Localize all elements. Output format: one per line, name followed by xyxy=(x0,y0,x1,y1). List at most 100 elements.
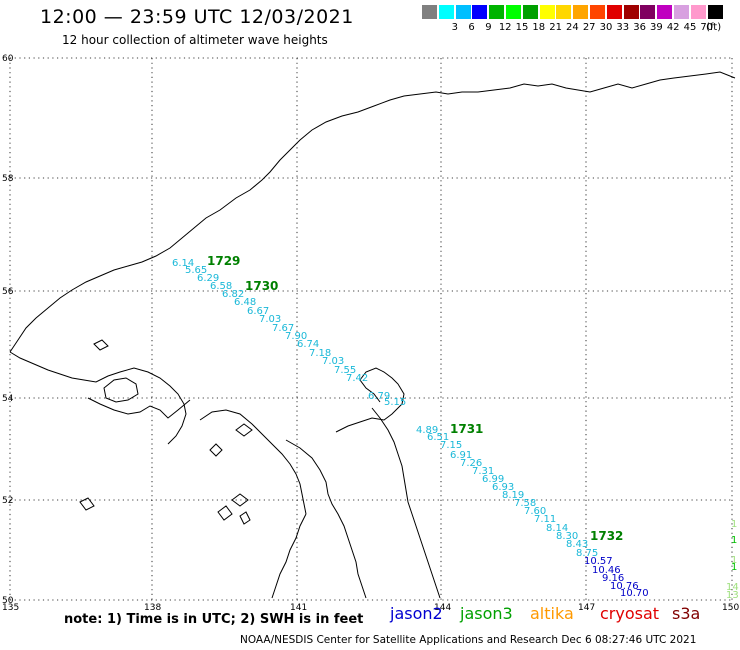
wave-height-value: 6.48 xyxy=(234,297,256,308)
wave-height-value: 7.15 xyxy=(440,440,462,451)
color-scale-label: 42 xyxy=(666,22,680,33)
wave-height-value: 7.31 xyxy=(472,466,494,477)
coastline-amur xyxy=(285,439,367,599)
coastline-shantar xyxy=(199,409,307,515)
latitude-label: 60 xyxy=(2,54,14,64)
map-subtitle: 12 hour collection of altimeter wave hei… xyxy=(62,33,328,47)
color-scale-label: 9 xyxy=(485,22,492,33)
edge-fragment-label: 1 xyxy=(731,555,737,566)
satellite-legend-item: s3a xyxy=(672,604,701,623)
wave-height-value: 7.11 xyxy=(534,514,556,525)
color-swatch xyxy=(489,5,505,19)
coastline-mainland xyxy=(9,71,736,353)
color-scale-label: 21 xyxy=(549,22,562,33)
color-scale-label: 27 xyxy=(582,22,596,33)
satellite-legend-item: cryosat xyxy=(600,604,660,623)
longitude-label: 147 xyxy=(578,603,595,613)
wave-height-value: 7.60 xyxy=(524,506,546,517)
wave-height-value: 10.76 xyxy=(610,581,639,592)
longitude-label: 135 xyxy=(2,603,19,613)
wave-height-value: 7.55 xyxy=(334,365,356,376)
coastline-islet-5 xyxy=(217,505,233,521)
color-swatch xyxy=(522,5,538,19)
credit-line: NOAA/NESDIS Center for Satellite Applica… xyxy=(240,634,697,646)
color-scale-label: 45 xyxy=(683,22,697,33)
color-scale-label: 70 xyxy=(700,22,714,33)
wave-height-value: 7.42 xyxy=(346,373,368,384)
wave-height-value: 10.70 xyxy=(620,588,649,599)
color-scale-label: 18 xyxy=(532,22,546,33)
wave-height-value: 6.93 xyxy=(492,482,514,493)
wave-height-value: 6.82 xyxy=(222,289,244,300)
coastline-islet-6 xyxy=(79,497,95,511)
satellite-legend-item: altika xyxy=(530,604,574,623)
wave-height-value: 6.58 xyxy=(210,281,232,292)
color-swatch xyxy=(640,5,656,19)
color-swatch xyxy=(422,5,437,19)
pass-time-label: 1729 xyxy=(207,254,240,268)
color-swatch xyxy=(506,5,521,19)
wave-height-value: 7.90 xyxy=(285,331,307,342)
wave-height-value: 6.79 xyxy=(368,391,390,402)
color-scale-label: 15 xyxy=(515,22,529,33)
coastline-islet-3 xyxy=(93,339,109,351)
wave-height-value: 7.58 xyxy=(514,498,536,509)
color-scale-label: 12 xyxy=(498,22,512,33)
color-swatch xyxy=(455,5,471,19)
color-scale-label: 39 xyxy=(650,22,663,33)
coastline-west-bay xyxy=(9,351,187,445)
color-swatch xyxy=(690,5,706,19)
coastline-islet-1 xyxy=(209,443,223,457)
color-swatch xyxy=(556,5,572,19)
pass-time-label: 1731 xyxy=(450,422,483,436)
color-swatch xyxy=(623,5,639,19)
edge-fragment-label: 14 xyxy=(726,582,739,593)
latitude-label: 50 xyxy=(2,596,14,606)
color-scale-unit: (ft) xyxy=(706,22,722,33)
color-swatch xyxy=(674,5,689,19)
wave-height-value: 10.57 xyxy=(584,556,613,567)
wave-height-value: 4.89 xyxy=(416,425,438,436)
coastline-island-cluster xyxy=(103,377,139,403)
wave-height-value: 8.75 xyxy=(576,548,598,559)
wave-height-value: 6.67 xyxy=(247,306,269,317)
color-swatch xyxy=(657,5,673,19)
wave-height-value: 6.74 xyxy=(297,339,319,350)
latitude-label: 56 xyxy=(2,287,14,297)
wave-height-value: 5.65 xyxy=(185,265,207,276)
pass-time-label: 1732 xyxy=(590,529,623,543)
wave-height-value: 9.16 xyxy=(602,573,624,584)
color-scale-label: 24 xyxy=(566,22,579,33)
map-note: note: 1) Time is in UTC; 2) SWH is in fe… xyxy=(64,612,364,627)
wave-height-value: 6.91 xyxy=(450,450,472,461)
wave-height-value: 8.14 xyxy=(546,523,568,534)
pass-time-label: 1730 xyxy=(245,279,278,293)
wave-height-value: 10.46 xyxy=(592,565,621,576)
color-swatch xyxy=(539,5,555,19)
coastline-islet-4 xyxy=(231,493,249,507)
latitude-label: 52 xyxy=(2,496,13,506)
edge-fragment-label: 1 xyxy=(731,519,737,530)
latitude-label: 58 xyxy=(2,174,14,184)
longitude-label: 141 xyxy=(290,603,307,613)
wave-height-value: 7.03 xyxy=(259,314,281,325)
wave-height-value: 6.99 xyxy=(482,474,504,485)
satellite-legend-item: jason2 xyxy=(390,604,443,623)
wave-height-value: 7.67 xyxy=(272,323,294,334)
longitude-label: 150 xyxy=(722,603,739,613)
color-scale-label: 36 xyxy=(633,22,646,33)
wave-height-value: 5.15 xyxy=(384,397,406,408)
color-swatch xyxy=(590,5,605,19)
coastline-islet-7 xyxy=(239,511,251,525)
color-swatch xyxy=(472,5,488,19)
color-swatch xyxy=(438,5,454,19)
coastline-sakhalin xyxy=(371,407,441,599)
wave-height-value: 8.30 xyxy=(556,531,578,542)
latitude-label: 54 xyxy=(2,394,14,404)
longitude-label: 138 xyxy=(144,603,161,613)
edge-fragment-label: 1 xyxy=(731,562,737,573)
coastline-west-shore xyxy=(87,397,191,419)
color-scale-label: 33 xyxy=(616,22,630,33)
